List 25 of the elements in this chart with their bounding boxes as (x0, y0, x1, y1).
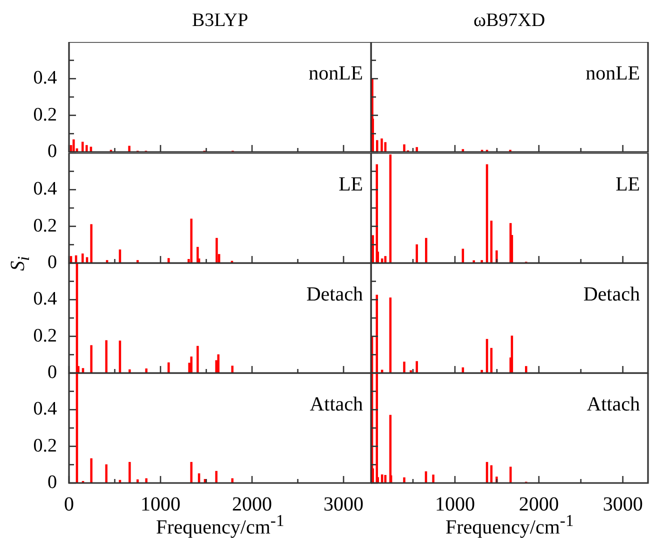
y-tick-label: 0.4 (33, 288, 58, 310)
x-tick-label: 0 (64, 493, 74, 516)
annotation: LE (616, 173, 640, 196)
y-tick-label: 0.4 (33, 178, 58, 200)
y-tick-label: 0 (48, 362, 57, 383)
y-tick-label: 0.4 (33, 398, 58, 420)
y-tick-label: 0 (48, 472, 57, 493)
x-tick-label: 3000 (602, 493, 643, 516)
y-tick-label: 0.2 (33, 104, 57, 126)
y-tick-label: 0 (48, 140, 57, 162)
annotation: nonLE (308, 62, 363, 84)
annotation: Detach (306, 283, 363, 306)
annotation: nonLE (586, 62, 640, 84)
y-tick-label: 0 (48, 252, 57, 273)
annotation: LE (338, 173, 363, 196)
annotation: Attach (310, 393, 363, 416)
y-tick-label: 0.2 (33, 215, 57, 236)
annotation: Attach (586, 393, 640, 416)
y-tick-label: 0.4 (33, 68, 58, 89)
chart-title: ωB97XD (474, 10, 546, 32)
y-tick-label: 0.2 (33, 435, 57, 456)
x-tick-label: 3000 (324, 493, 364, 516)
y-tick-label: 0.2 (33, 325, 57, 346)
annotation: Detach (583, 283, 640, 306)
chart-title: B3LYP (192, 10, 248, 32)
